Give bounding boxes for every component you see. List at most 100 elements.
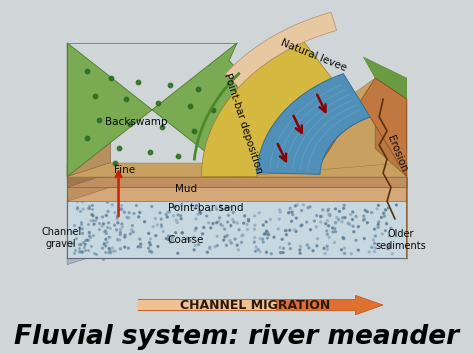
Point (216, 215, 223, 221)
Point (324, 232, 331, 237)
Point (83, 238, 91, 243)
Point (374, 222, 382, 227)
Point (226, 238, 234, 243)
Point (169, 238, 176, 244)
Point (213, 206, 220, 212)
Point (285, 210, 292, 216)
Point (300, 202, 307, 208)
Text: Natural levee: Natural levee (280, 38, 348, 73)
Polygon shape (67, 99, 110, 177)
Point (282, 228, 289, 234)
Point (239, 232, 247, 238)
Point (382, 228, 389, 234)
Point (332, 220, 339, 226)
Point (204, 250, 211, 255)
Point (154, 244, 162, 249)
Point (371, 226, 378, 232)
Point (221, 234, 229, 240)
Point (219, 207, 226, 212)
Point (361, 236, 368, 241)
Point (90, 217, 97, 223)
Point (103, 199, 111, 204)
Point (341, 215, 349, 221)
Point (317, 219, 325, 225)
Point (380, 211, 387, 216)
Point (86, 233, 93, 239)
Point (355, 224, 362, 229)
Point (137, 244, 145, 250)
Point (100, 228, 108, 233)
Point (173, 219, 181, 225)
Point (178, 230, 186, 236)
Point (91, 196, 99, 201)
Point (259, 236, 266, 242)
Point (174, 153, 182, 158)
Point (99, 256, 106, 262)
Point (292, 229, 300, 234)
Point (156, 210, 164, 216)
Point (304, 205, 312, 211)
Point (174, 212, 182, 218)
Text: Fluvial system: river meander: Fluvial system: river meander (14, 324, 460, 350)
Point (298, 208, 305, 213)
Point (371, 249, 378, 255)
Point (297, 223, 305, 229)
Point (104, 191, 112, 197)
Point (235, 247, 242, 253)
Point (286, 206, 294, 211)
Polygon shape (67, 177, 407, 187)
Point (382, 207, 389, 213)
Point (126, 210, 133, 216)
Point (368, 245, 375, 250)
Polygon shape (67, 162, 110, 187)
Point (87, 244, 95, 249)
Point (305, 245, 313, 251)
Text: Backswamp: Backswamp (105, 117, 168, 127)
Point (336, 209, 343, 214)
Point (146, 249, 154, 254)
Point (178, 202, 185, 208)
Point (213, 220, 220, 225)
Point (117, 232, 124, 237)
Point (219, 223, 227, 229)
Point (360, 213, 368, 219)
Point (152, 233, 160, 239)
Point (275, 216, 283, 222)
Point (141, 219, 148, 224)
Point (103, 224, 110, 230)
Point (192, 216, 200, 222)
Point (111, 210, 118, 216)
Point (264, 229, 272, 235)
Point (384, 246, 392, 252)
Point (341, 245, 348, 251)
Point (298, 222, 306, 228)
Point (264, 235, 271, 241)
Point (105, 246, 113, 251)
Point (252, 244, 260, 250)
Point (245, 218, 253, 224)
Point (194, 86, 201, 91)
Point (163, 212, 170, 217)
Point (100, 221, 107, 227)
Point (164, 233, 172, 239)
Point (129, 229, 137, 235)
Point (200, 225, 208, 230)
Point (210, 107, 217, 113)
Point (87, 194, 94, 199)
Point (121, 234, 128, 240)
Point (99, 214, 106, 220)
Point (213, 243, 221, 249)
Point (191, 247, 198, 253)
Point (362, 207, 369, 213)
Point (360, 217, 367, 223)
Point (292, 203, 299, 209)
Point (296, 250, 304, 256)
Polygon shape (67, 162, 407, 177)
Point (111, 222, 118, 228)
Point (165, 209, 173, 215)
Point (277, 250, 284, 256)
Point (186, 238, 194, 244)
Point (206, 207, 214, 213)
Point (303, 219, 310, 225)
Point (288, 209, 296, 215)
